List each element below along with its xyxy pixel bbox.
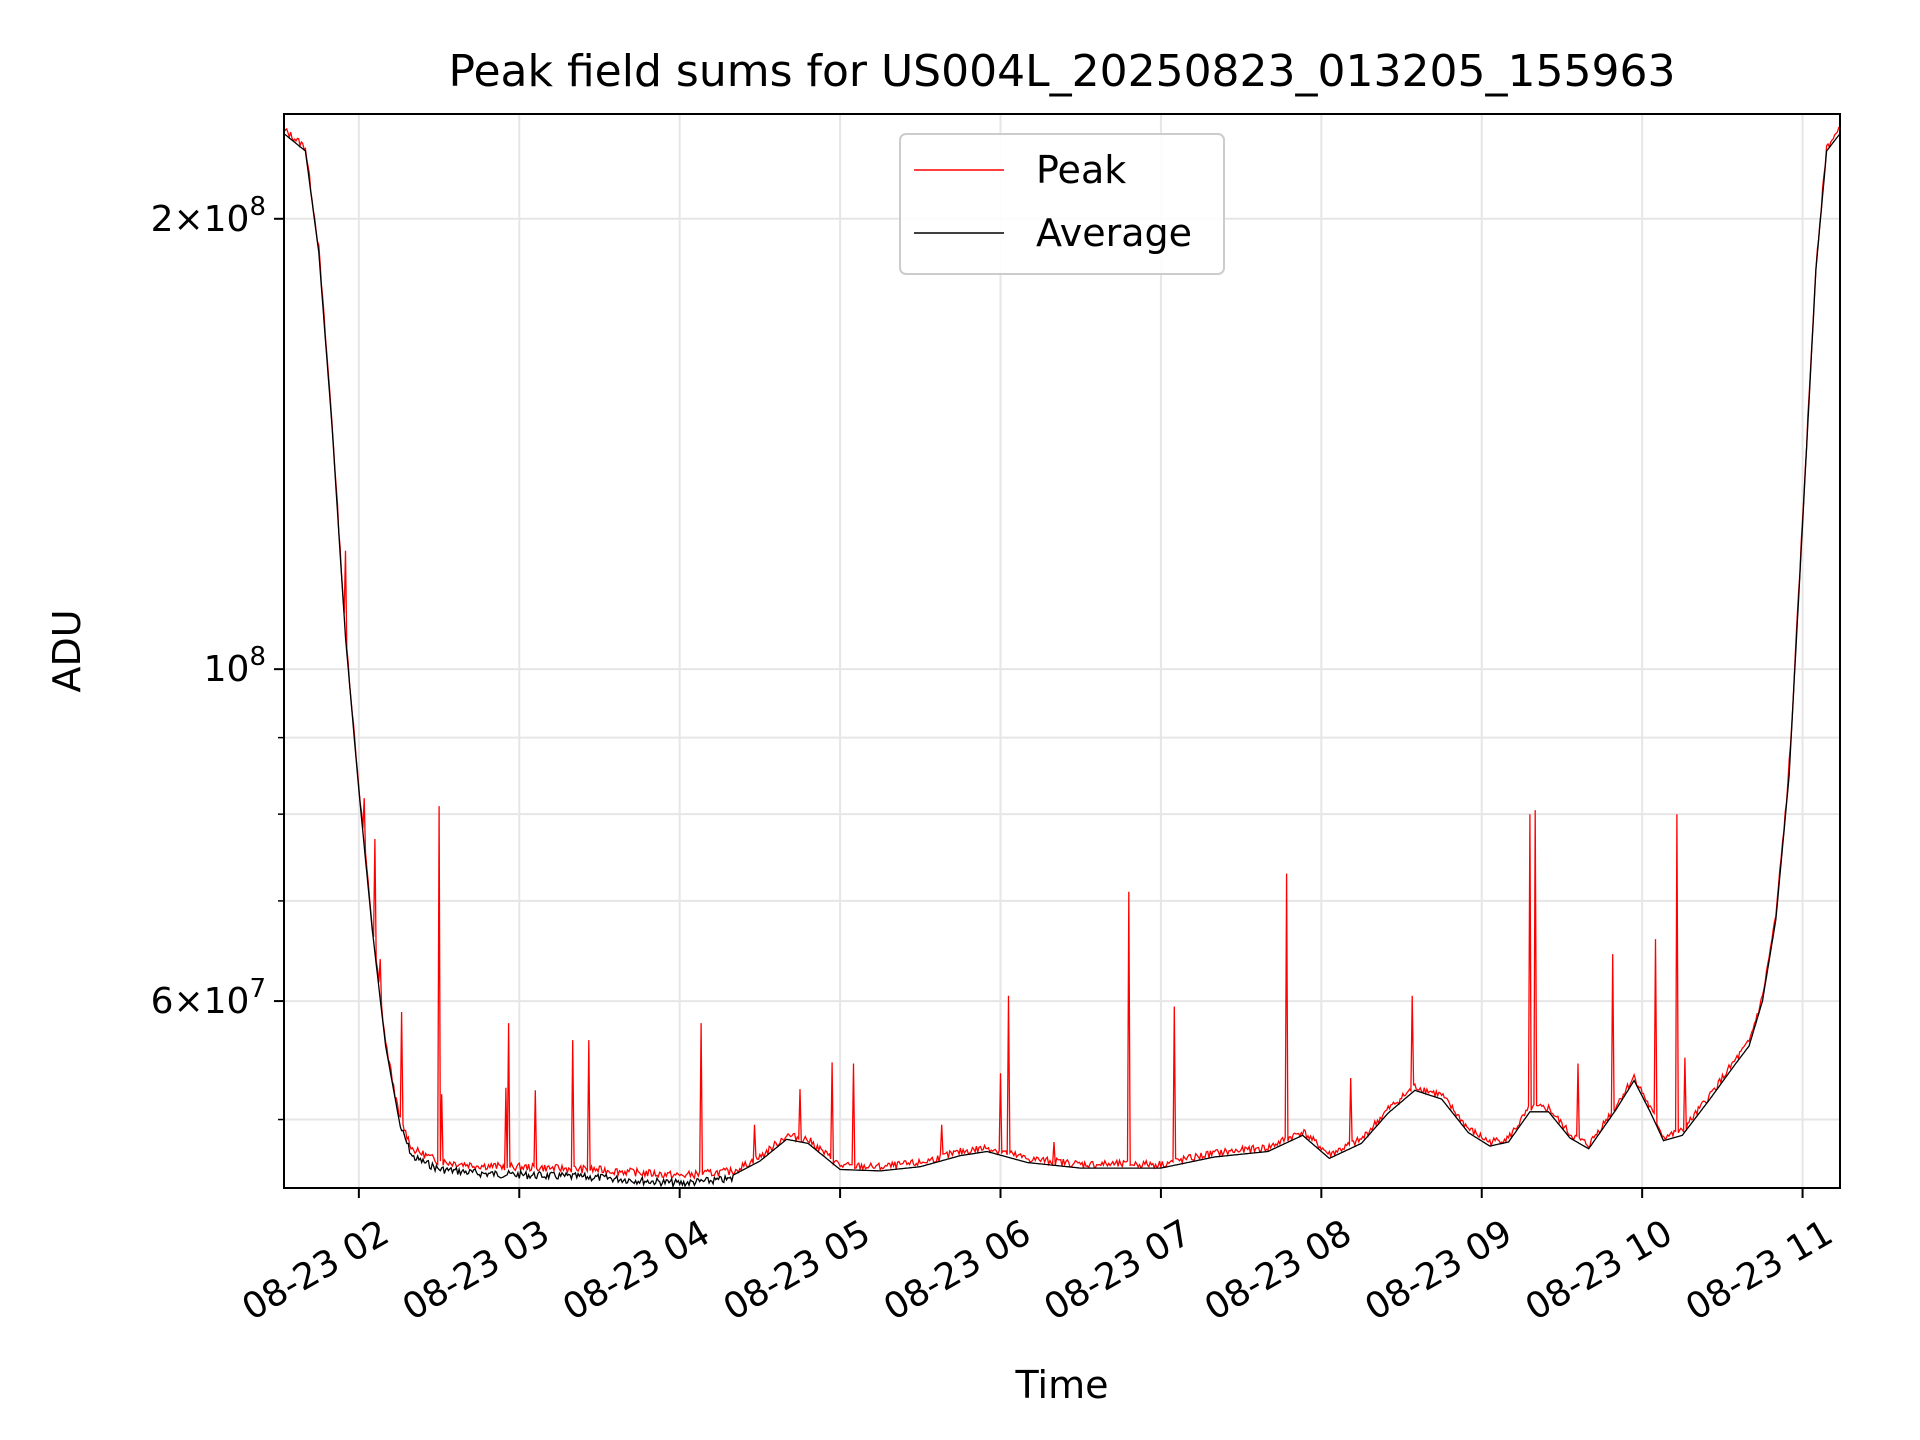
x-axis-label: Time: [1015, 1363, 1109, 1407]
legend-label-peak: Peak: [1036, 148, 1126, 192]
chart-title: Peak field sums for US004L_20250823_0132…: [449, 46, 1676, 97]
plot-frame: [283, 113, 1841, 1189]
grid: [284, 114, 1840, 1188]
legend: Peak Average: [899, 133, 1225, 275]
series-line-average: [283, 133, 1841, 1189]
y-tick-label: 6×107: [151, 974, 266, 1022]
y-tick-label: 108: [204, 642, 266, 690]
y-axis-ticks: 108 2×108 6×107: [151, 192, 284, 1121]
y-axis-label: ADU: [45, 609, 89, 692]
plot-area: [283, 126, 1841, 1189]
legend-box: [899, 133, 1225, 275]
legend-label-average: Average: [1036, 211, 1192, 255]
y-tick-label: 2×108: [151, 192, 266, 240]
